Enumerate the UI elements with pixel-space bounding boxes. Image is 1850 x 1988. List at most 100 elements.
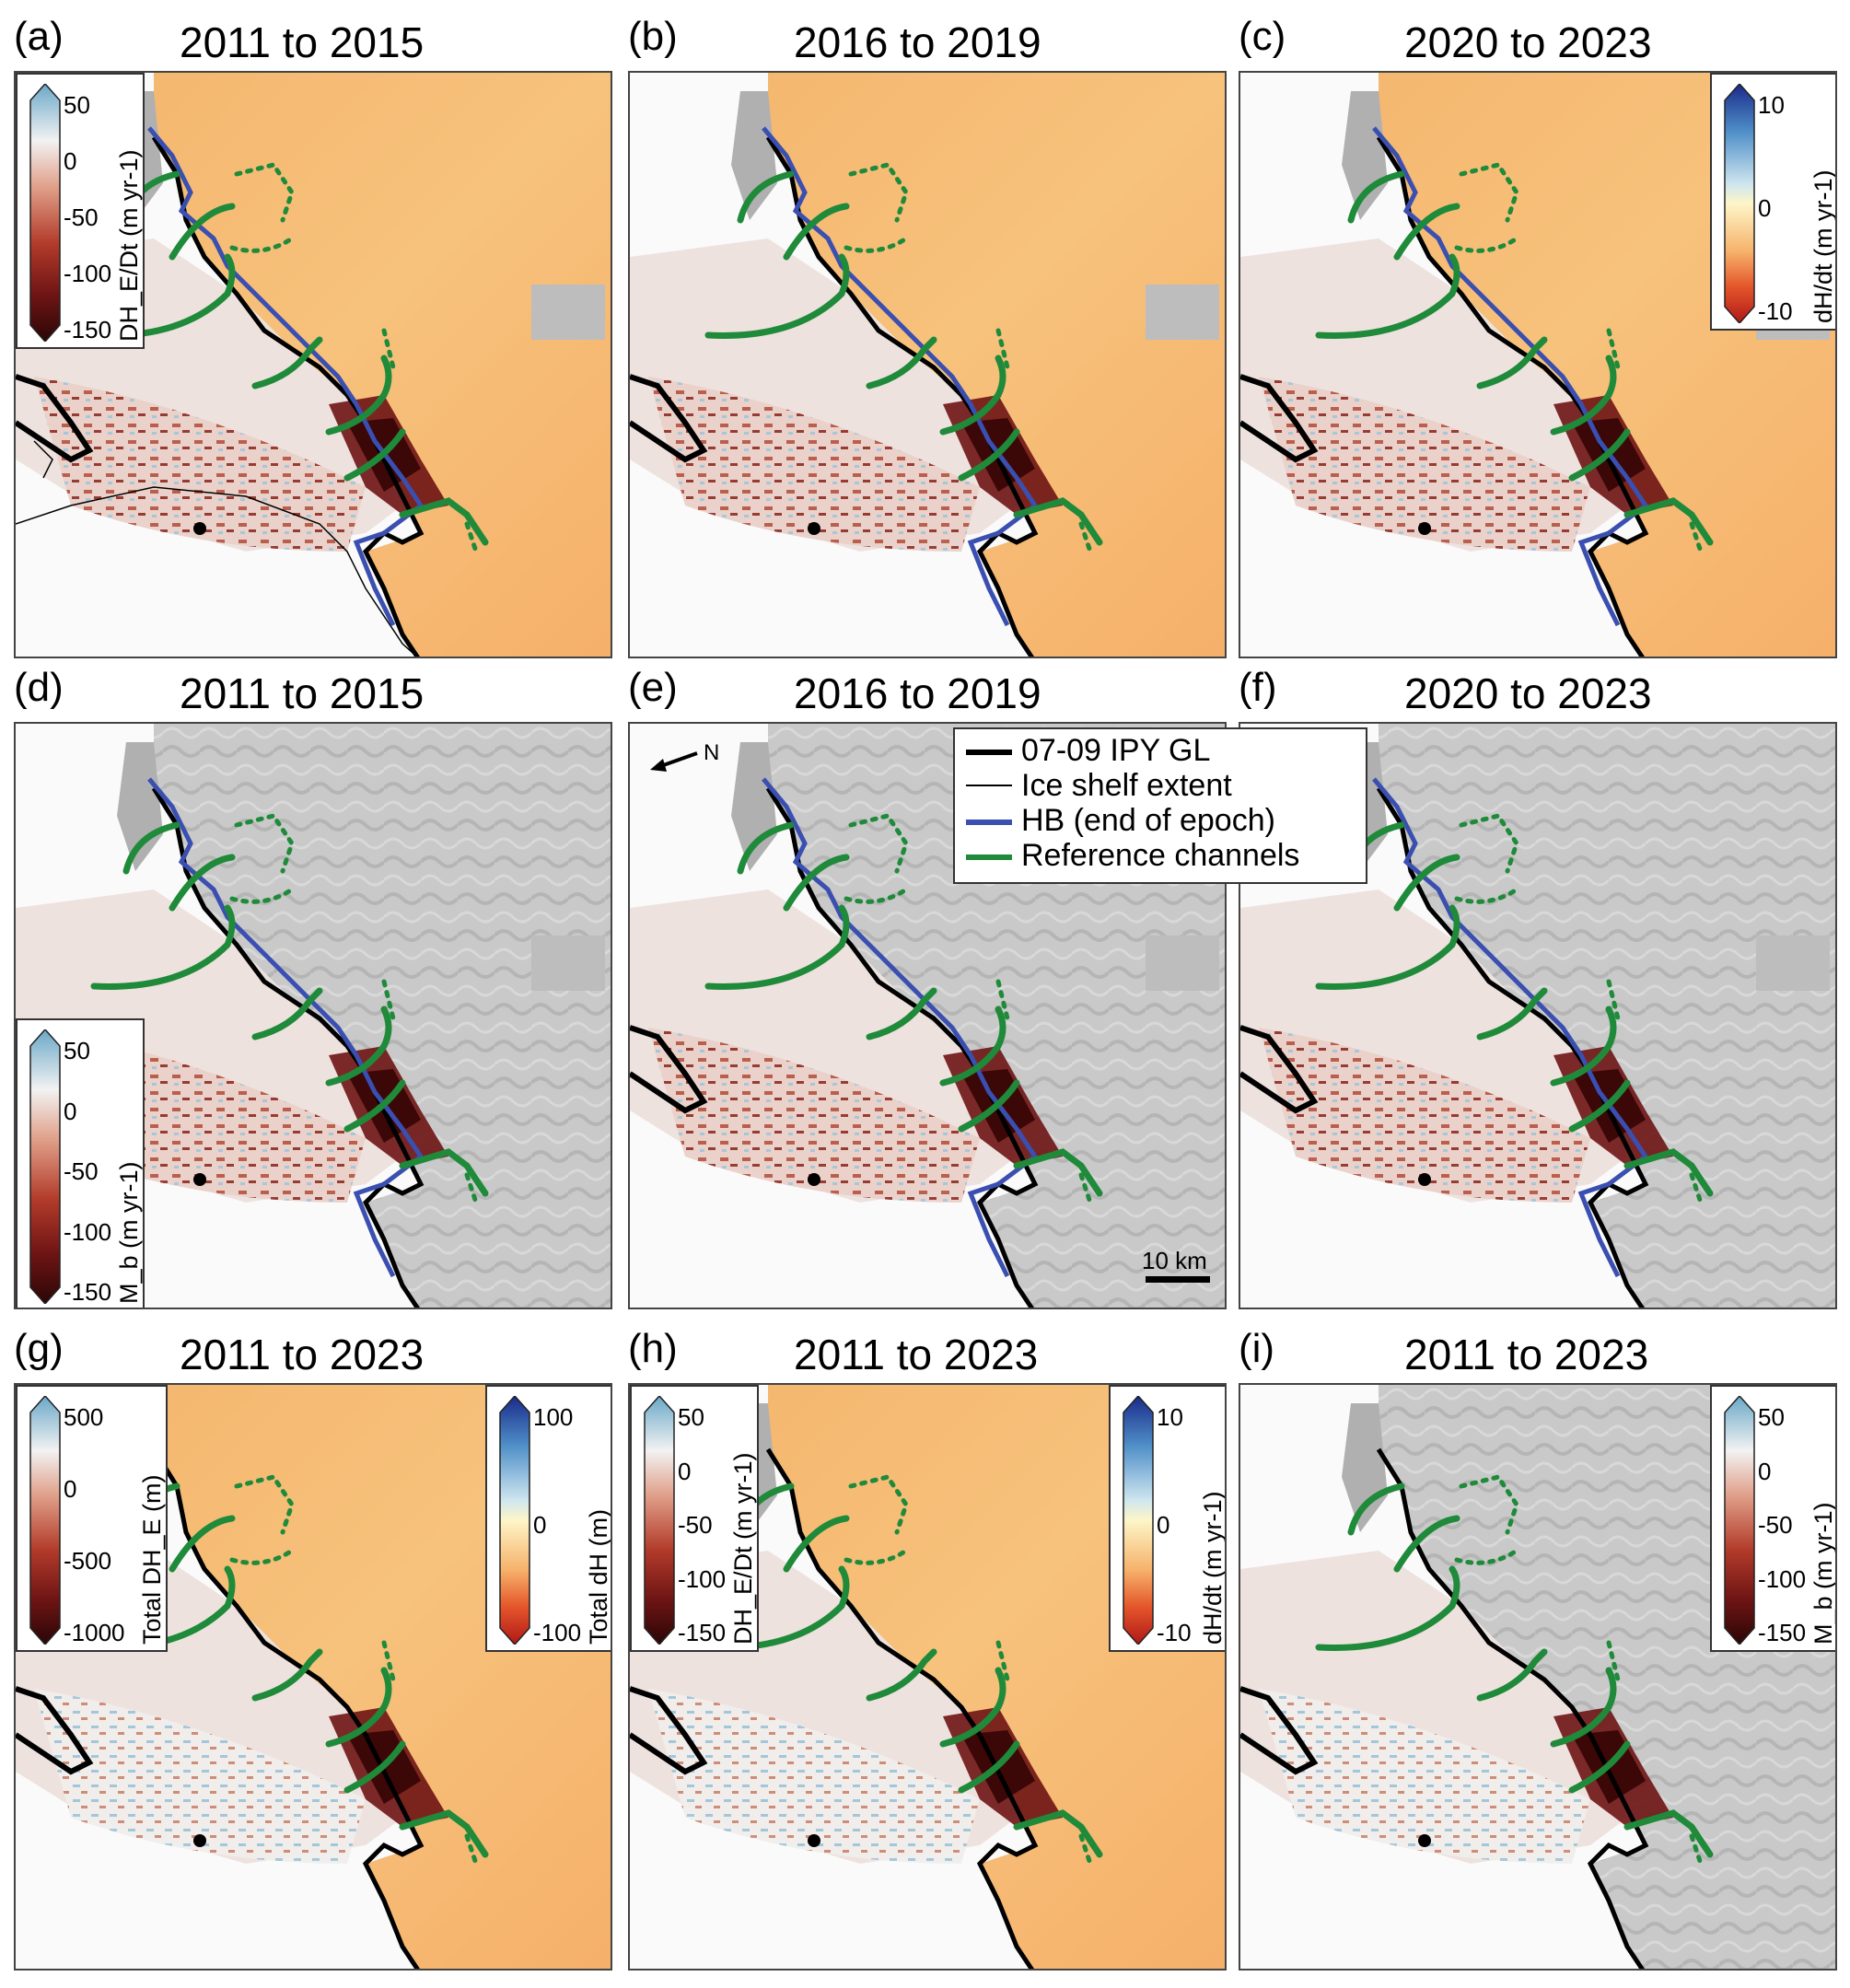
coast-outline	[630, 1025, 708, 1114]
reference-channel	[1315, 253, 1460, 339]
reference-channel-extension	[234, 162, 295, 223]
panel-label: (c)	[1239, 14, 1286, 59]
map-canvas	[630, 73, 1225, 657]
reference-channel	[1013, 497, 1103, 546]
map-canvas	[1240, 73, 1835, 657]
site-marker	[808, 522, 820, 535]
colorbar-dhe-dt-tick: 0	[64, 147, 77, 175]
reference-channel	[1393, 203, 1460, 261]
reference-channel	[866, 336, 937, 389]
hinge-boundary-line	[147, 126, 425, 627]
reference-channel-extension	[1454, 1548, 1519, 1565]
reference-channel	[169, 854, 236, 912]
reference-channel	[1550, 1006, 1617, 1087]
colorbar-mb-tick: 0	[1758, 1457, 1772, 1485]
melt-speckle-band	[34, 1689, 366, 1864]
north-label: N	[704, 740, 720, 765]
reference-channel	[939, 355, 1006, 436]
colorbar-mb-tick: 0	[64, 1097, 77, 1125]
colorbar-dhe-dt-tick: -50	[678, 1511, 713, 1539]
colorbar-total-dhe-title: Total DH_E (m)	[138, 1474, 166, 1645]
colorbar-dhe-dt-title: DH_E/Dt (m yr-1)	[729, 1452, 757, 1645]
panel-label: (g)	[14, 1326, 64, 1371]
colorbar-total-dhe-ramp	[29, 1396, 61, 1645]
colorbar-dhe-dt-tick: -100	[678, 1564, 727, 1593]
colorbar-mb-bar	[1724, 1396, 1755, 1645]
reference-channel	[1476, 1648, 1548, 1702]
colorbar-dhe-dt-bar	[29, 84, 61, 342]
panel-label: (e)	[628, 665, 678, 710]
panel-title: 2011 to 2023	[180, 1331, 425, 1378]
map-frame: 50 0 -50 -100 -150 M_b (m yr-1)	[1239, 1383, 1837, 1971]
colorbar-dh-dt-title: dH/dt (m yr-1)	[1199, 1491, 1227, 1645]
colorbar-total-dh-tick: 100	[533, 1403, 574, 1431]
reference-channel	[783, 1515, 850, 1573]
scale-bar	[1146, 1276, 1210, 1283]
panel-title: 2020 to 2023	[1404, 669, 1652, 717]
colorbar-dh-dt-tick: -10	[1758, 297, 1793, 325]
nodata-patch	[1146, 285, 1219, 340]
reference-channel-extension	[1606, 1640, 1621, 1682]
colorbar-dhe-dt-tick: 0	[678, 1457, 692, 1485]
reference-channel	[251, 336, 323, 389]
panel-title: 2011 to 2015	[180, 669, 425, 717]
coast-outline	[630, 1686, 708, 1775]
colorbar-dhe-dt-tick: -100	[64, 260, 112, 287]
reference-channel-extension	[234, 813, 295, 874]
site-marker	[808, 1173, 820, 1186]
reference-channel-extension	[1459, 1474, 1519, 1535]
colorbar-mb-tick: -50	[64, 1157, 99, 1185]
reference-channel-extension	[234, 1474, 295, 1535]
colorbar-dhe-dt-ramp	[29, 84, 61, 342]
legend-swatch	[966, 854, 1012, 860]
coast-outline	[630, 374, 708, 463]
colorbar-dh-dt-bar	[1724, 84, 1755, 323]
reference-channel	[1568, 1740, 1631, 1794]
scale-bar-line	[1146, 1276, 1210, 1283]
reference-channel	[737, 821, 795, 875]
colorbar-mb-tick: -100	[1758, 1564, 1807, 1593]
hinge-boundary-line	[762, 126, 1039, 627]
reference-channel	[1013, 1809, 1103, 1858]
colorbar-dh-dt-tick: 0	[1758, 194, 1772, 222]
reference-channel-extension	[995, 328, 1010, 370]
reference-channel	[325, 1006, 392, 1087]
colorbar-total-dhe-tick: -1000	[64, 1619, 125, 1646]
panel-b: (b) 2016 to 2019	[628, 14, 1227, 658]
colorbar-dhe-dt-bar	[644, 1396, 675, 1645]
melt-speckle-band	[648, 1689, 980, 1864]
reference-channel	[1347, 1482, 1405, 1536]
colorbar-total-dh-tick: -100	[533, 1619, 582, 1646]
colorbar-dh-dt-ramp	[1123, 1396, 1154, 1645]
colorbar-dh-dt-tick: 10	[1758, 91, 1785, 119]
colorbar-mb-box: 50 0 -50 -100 -150 M_b (m yr-1)	[16, 1018, 145, 1308]
colorbar-total-dh-title: Total dH (m)	[585, 1508, 612, 1645]
reference-channel	[1623, 497, 1714, 546]
reference-channel	[1623, 1148, 1714, 1197]
reference-channel	[399, 497, 489, 546]
reference-channel-extension	[848, 162, 909, 223]
reference-channel	[1476, 336, 1548, 389]
colorbar-dh-dt-ramp	[1724, 84, 1755, 323]
panel-c: (c) 2020 to 2023 10 0 -10 dH/dt (m yr-1)	[1239, 14, 1837, 658]
panel-label: (d)	[14, 665, 64, 710]
reference-channel	[1393, 1515, 1460, 1573]
reference-channel-extension	[995, 979, 1010, 1021]
map-frame: 50 0 -50 -100 -150 DH_E/Dt (m yr-1) 10 0 -10 dH/d…	[628, 1383, 1227, 1971]
colorbar-total-dh-bar	[499, 1396, 530, 1645]
map-frame: 50 0 -50 -100 -150 M_b (m yr-1)	[14, 722, 612, 1309]
colorbar-dhe-dt-ramp	[644, 1396, 675, 1645]
site-marker	[808, 1834, 820, 1847]
reference-channel	[325, 1667, 392, 1748]
colorbar-total-dh-ramp	[499, 1396, 530, 1645]
map-frame	[628, 71, 1227, 658]
grounding-line	[151, 1447, 425, 1969]
legend-swatch	[966, 820, 1012, 825]
map-frame: 50 0 -50 -100 -150 DH_E/Dt (m yr-1)	[14, 71, 612, 658]
reference-channel	[1550, 355, 1617, 436]
reference-channel-extension	[844, 887, 909, 904]
reference-channel	[169, 203, 236, 261]
melt-speckle-band	[648, 377, 980, 552]
colorbar-total-dh-box: 100 0 -100 Total dH (m)	[485, 1385, 612, 1652]
reference-channel-extension	[1454, 236, 1519, 253]
